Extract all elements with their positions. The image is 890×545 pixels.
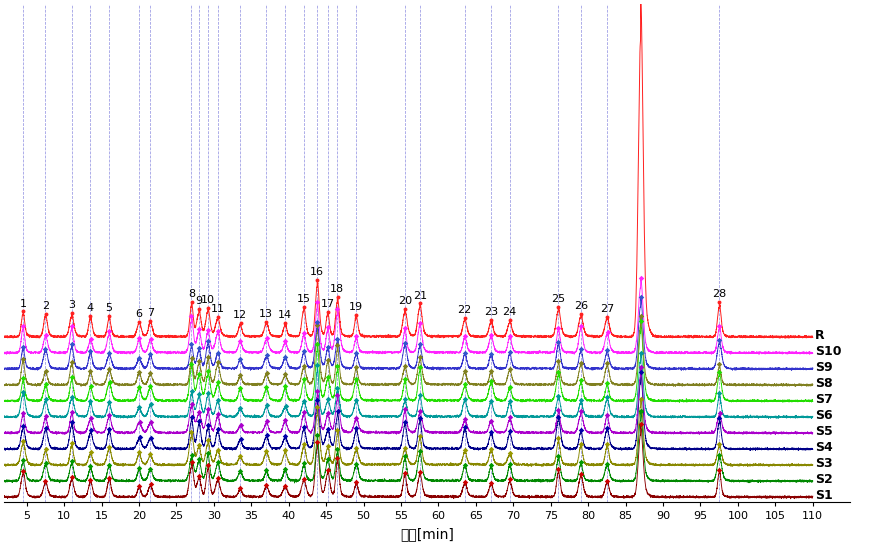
Text: S4: S4 [815, 441, 833, 454]
Text: S1: S1 [815, 489, 833, 502]
Text: 9: 9 [195, 296, 202, 306]
Text: 8: 8 [188, 289, 195, 299]
Text: 20: 20 [398, 296, 412, 306]
Text: 5: 5 [106, 303, 112, 313]
Text: S3: S3 [815, 457, 833, 470]
Text: 26: 26 [574, 301, 587, 311]
Text: 17: 17 [320, 299, 335, 309]
Text: 15: 15 [296, 294, 311, 304]
Text: 28: 28 [712, 289, 726, 299]
Text: 25: 25 [551, 294, 565, 305]
Text: S9: S9 [815, 361, 833, 374]
Text: 22: 22 [457, 305, 472, 315]
Text: S8: S8 [815, 377, 833, 390]
Text: 13: 13 [259, 310, 273, 319]
Text: 2: 2 [42, 301, 49, 311]
Text: 24: 24 [503, 307, 517, 317]
Text: 21: 21 [413, 290, 427, 300]
Text: R: R [815, 329, 825, 342]
Text: 1: 1 [20, 299, 27, 308]
Text: 14: 14 [278, 310, 292, 320]
Text: 16: 16 [310, 267, 324, 277]
Text: S10: S10 [815, 344, 842, 358]
Text: 7: 7 [147, 307, 154, 318]
Text: 18: 18 [330, 284, 344, 294]
Text: 6: 6 [135, 309, 142, 319]
Text: 4: 4 [86, 303, 93, 313]
Text: 3: 3 [68, 300, 75, 310]
Text: 11: 11 [211, 304, 224, 314]
Text: S7: S7 [815, 393, 833, 405]
Text: S6: S6 [815, 409, 833, 422]
Text: 10: 10 [201, 295, 214, 305]
Text: 19: 19 [349, 302, 363, 312]
Text: 23: 23 [484, 307, 498, 317]
X-axis label: 时间[min]: 时间[min] [400, 527, 454, 541]
Text: 27: 27 [600, 304, 614, 314]
Text: 12: 12 [233, 310, 247, 320]
Text: S2: S2 [815, 473, 833, 486]
Text: S5: S5 [815, 425, 833, 438]
